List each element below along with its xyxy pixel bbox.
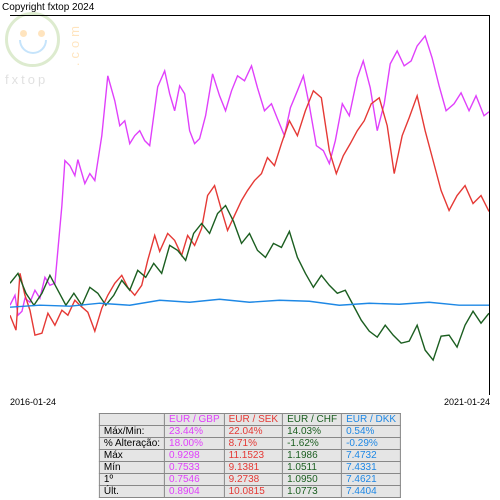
table-cell: 1.0950 — [283, 474, 342, 486]
table-cell: 7.4331 — [342, 462, 401, 474]
series-eursek — [10, 91, 489, 335]
table-cell: EUR / DKK — [342, 414, 401, 426]
table-cell: 7.4404 — [342, 486, 401, 498]
table-cell: EUR / CHF — [283, 414, 342, 426]
table-cell: 0.9298 — [165, 450, 225, 462]
table-cell: -1.62% — [283, 438, 342, 450]
table-cell: 1.1986 — [283, 450, 342, 462]
table-cell: 0.7546 — [165, 474, 225, 486]
line-chart — [10, 15, 490, 395]
table-cell: EUR / GBP — [165, 414, 225, 426]
row-label: Máx — [99, 450, 164, 462]
table-row: Máx/Min:23.44%22.04%14.03%0.54% — [99, 426, 400, 438]
table-row: Mín0.75339.13811.05117.4331 — [99, 462, 400, 474]
row-label: 1º — [99, 474, 164, 486]
table-cell: 10.0815 — [224, 486, 282, 498]
table-cell: 22.04% — [224, 426, 282, 438]
table-cell: 11.1523 — [224, 450, 282, 462]
table-cell: 9.2738 — [224, 474, 282, 486]
x-end-label: 2021-01-24 — [444, 397, 490, 407]
table-cell: -0.29% — [342, 438, 401, 450]
table-cell: 23.44% — [165, 426, 225, 438]
series-eurgbp — [10, 36, 489, 315]
table-cell: 0.8904 — [165, 486, 225, 498]
table-cell: 7.4621 — [342, 474, 401, 486]
row-label: Mín — [99, 462, 164, 474]
row-label: % Alteração: — [99, 438, 164, 450]
table-row: 1º0.75469.27381.09507.4621 — [99, 474, 400, 486]
row-label — [99, 414, 164, 426]
table-row: % Alteração:18.00%8.71%-1.62%-0.29% — [99, 438, 400, 450]
table-cell: 0.54% — [342, 426, 401, 438]
table-row: Últ.0.890410.08151.07737.4404 — [99, 486, 400, 498]
table-row: EUR / GBPEUR / SEKEUR / CHFEUR / DKK — [99, 414, 400, 426]
x-start-label: 2016-01-24 — [10, 397, 56, 407]
table-row: Máx0.929811.15231.19867.4732 — [99, 450, 400, 462]
series-eurchf — [10, 206, 489, 361]
table-cell: 1.0511 — [283, 462, 342, 474]
table-cell: EUR / SEK — [224, 414, 282, 426]
row-label: Máx/Min: — [99, 426, 164, 438]
table-cell: 0.7533 — [165, 462, 225, 474]
stats-table: EUR / GBPEUR / SEKEUR / CHFEUR / DKKMáx/… — [99, 413, 401, 498]
table-cell: 9.1381 — [224, 462, 282, 474]
table-cell: 7.4732 — [342, 450, 401, 462]
table-cell: 14.03% — [283, 426, 342, 438]
row-label: Últ. — [99, 486, 164, 498]
table-cell: 18.00% — [165, 438, 225, 450]
table-cell: 1.0773 — [283, 486, 342, 498]
table-cell: 8.71% — [224, 438, 282, 450]
